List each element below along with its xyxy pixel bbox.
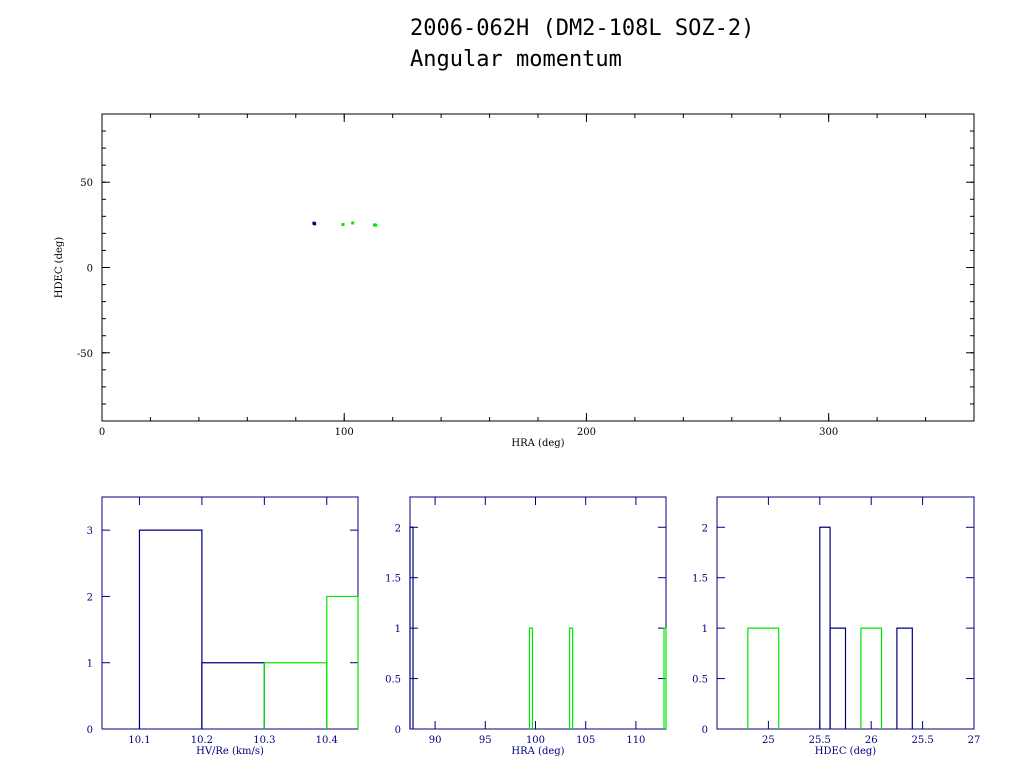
histogram-bar [819, 526, 831, 729]
y-tick-label: 50 [80, 178, 93, 189]
x-tick-label: 25 [762, 735, 775, 746]
histogram-bar [138, 529, 203, 729]
x-tick-label: 10.2 [191, 735, 213, 746]
histogram-bar [263, 662, 328, 729]
scatter-point [374, 223, 378, 227]
histogram-bar [201, 662, 265, 729]
histogram-bar [409, 526, 414, 729]
y-tick-label: 1 [395, 624, 401, 635]
y-tick-label: 1.5 [692, 574, 708, 585]
histogram-bar [860, 627, 883, 729]
x-tick-label: 100 [335, 427, 354, 438]
y-tick-label: 0.5 [385, 675, 401, 686]
x-axis-label: HV/Re (km/s) [196, 746, 264, 757]
chart-subtitle: Angular momentum [410, 47, 622, 72]
x-tick-label: 200 [577, 427, 596, 438]
x-axis-label: HRA (deg) [511, 438, 564, 449]
histogram-bar [326, 595, 359, 729]
x-tick-label: 10.1 [128, 735, 150, 746]
histogram-bar [569, 627, 574, 729]
plot-frame [101, 496, 359, 730]
x-tick-label: 105 [576, 735, 595, 746]
y-tick-label: 1 [702, 624, 708, 635]
x-tick-label: 10.4 [316, 735, 338, 746]
x-tick-label: 26 [865, 735, 878, 746]
y-tick-label: 0 [395, 725, 401, 736]
x-tick-label: 10.3 [253, 735, 275, 746]
y-tick-label: -50 [77, 349, 93, 360]
histogram-bar [896, 627, 913, 729]
histogram-bar [528, 627, 534, 729]
plot-frame [101, 113, 975, 422]
histogram-bar [663, 627, 667, 729]
scatter-point [313, 222, 317, 226]
histogram-bar [829, 627, 847, 729]
y-tick-label: 0 [702, 725, 708, 736]
scatter-point [351, 221, 355, 225]
y-tick-label: 3 [87, 526, 93, 537]
y-tick-label: 1.5 [385, 574, 401, 585]
x-tick-label: 25.5 [911, 735, 933, 746]
x-tick-label: 90 [429, 735, 442, 746]
x-tick-label: 95 [479, 735, 492, 746]
x-tick-label: 300 [819, 427, 838, 438]
x-axis-label: HRA (deg) [511, 746, 564, 757]
y-tick-label: 2 [395, 523, 401, 534]
x-axis-label: HDEC (deg) [815, 746, 876, 757]
y-tick-label: 0.5 [692, 675, 708, 686]
y-tick-label: 0 [87, 264, 93, 275]
x-tick-label: 110 [626, 735, 645, 746]
histogram-bar [747, 627, 780, 729]
y-tick-label: 1 [87, 659, 93, 670]
x-tick-label: 27 [968, 735, 981, 746]
x-tick-label: 100 [526, 735, 545, 746]
y-tick-label: 2 [87, 592, 93, 603]
plot-frame [409, 496, 667, 730]
y-axis-label: HDEC (deg) [54, 237, 65, 298]
y-tick-label: 0 [87, 725, 93, 736]
y-tick-label: 2 [702, 523, 708, 534]
chart-title: 2006-062H (DM2-108L SOZ-2) [410, 16, 755, 41]
scatter-point [341, 223, 345, 227]
x-tick-label: 0 [99, 427, 105, 438]
x-tick-label: 25.5 [809, 735, 831, 746]
